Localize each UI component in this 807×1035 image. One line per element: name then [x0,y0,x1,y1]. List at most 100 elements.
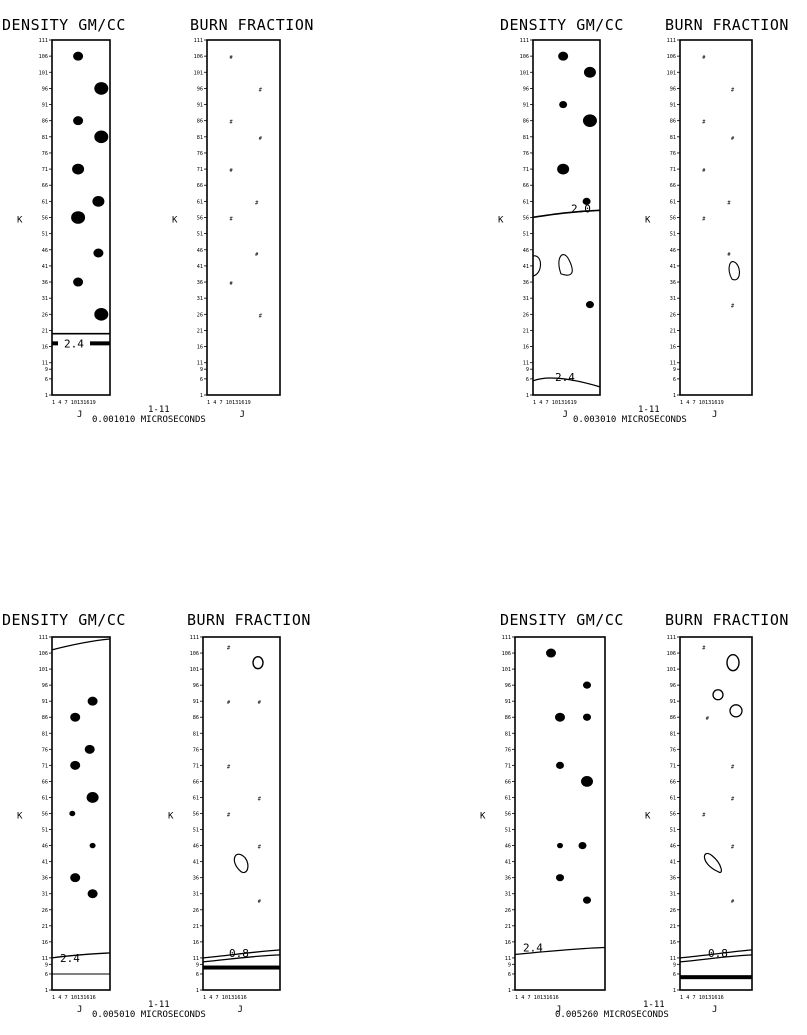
k-axis-label: K [172,216,178,226]
k-tick-label: 56 [670,216,676,222]
k-tick-label: 71 [193,763,199,769]
j-axis-label: J [556,1005,561,1015]
k-tick-label: 56 [197,216,203,222]
k-tick-label: 106 [667,651,676,657]
k-tick-label: 11 [197,361,203,367]
burn-marker: # [702,55,706,61]
k-tick-label: 16 [670,345,676,351]
density-contour-loop [558,254,573,276]
k-tick-label: 101 [190,667,199,673]
k-tick-label: 1 [45,988,48,994]
k-tick-label: 36 [42,876,48,882]
density-contour-line [514,946,606,956]
density-title: DENSITY GM/CC [2,16,126,34]
k-tick-label: 91 [670,103,676,109]
k-tick-label: 9 [673,962,676,968]
k-axis-label: K [17,812,23,822]
k-tick-label: 56 [42,216,48,222]
k-tick-label: 91 [197,103,203,109]
k-tick-label: 16 [42,345,48,351]
k-tick-label: 61 [523,199,529,205]
j-axis-label: J [77,1005,82,1015]
index-label: 1-11 [148,1000,170,1010]
k-tick-label: 41 [670,860,676,866]
k-tick-label: 111 [520,38,529,44]
density-contour-label: 2.0 [571,202,591,215]
k-tick-label: 9 [45,962,48,968]
burn-marker: # [255,252,259,258]
k-tick-label: 66 [523,183,529,189]
k-tick-label: 81 [670,731,676,737]
result-panel: DENSITY GM/CC BURN FRACTION11110610196918… [480,611,788,1020]
k-axis-label: K [645,216,651,226]
density-blob [555,712,565,722]
k-tick-label: 9 [508,962,511,968]
k-tick-label: 71 [523,167,529,173]
burn-marker: # [230,120,234,126]
density-blob [583,681,591,689]
burn-contour-line [679,954,753,963]
k-tick-label: 46 [670,248,676,254]
density-plot-frame [514,636,606,991]
k-tick-label: 6 [673,972,676,978]
k-tick-label: 111 [194,38,203,44]
k-tick-label: 61 [42,795,48,801]
burn-marker: # [259,87,263,93]
j-tick-labels: 1 4 7 10131616 [515,995,559,1001]
k-axis-label: K [498,216,504,226]
burn-marker: # [702,813,706,819]
k-tick-label: 86 [670,119,676,125]
burn-contour-line [202,949,281,959]
burn-marker: # [227,646,231,652]
k-tick-label: 66 [505,779,511,785]
j-tick-labels: 1 4 7 10131616 [680,995,724,1001]
k-tick-label: 36 [523,280,529,286]
k-tick-label: 71 [505,763,511,769]
k-tick-label: 31 [505,892,511,898]
j-tick-labels: 1 4 7 10131619 [52,400,96,406]
k-tick-label: 106 [39,651,48,657]
density-blob [73,116,84,126]
k-tick-label: 96 [505,683,511,689]
k-tick-label: 86 [193,715,199,721]
k-tick-label: 41 [193,860,199,866]
density-blob [73,277,84,287]
k-tick-label: 9 [526,367,529,373]
burn-contour-loop [712,689,724,701]
density-blob [87,889,98,899]
k-tick-label: 56 [670,812,676,818]
burn-marker: # [727,200,731,206]
k-tick-label: 1 [200,393,203,399]
k-tick-label: 71 [197,167,203,173]
density-blob [546,648,556,658]
k-tick-label: 16 [42,940,48,946]
density-blob [556,761,564,769]
k-tick-label: 51 [197,232,203,238]
k-tick-label: 11 [670,361,676,367]
burn-plot: 1111061019691868176716661565146413631262… [645,635,753,1015]
k-tick-label: 31 [42,296,48,302]
k-tick-label: 76 [42,747,48,753]
burn-title: BURN FRACTION [187,611,311,629]
k-tick-label: 46 [42,248,48,254]
density-contour-label: 2.4 [523,941,543,954]
density-blob [583,896,591,904]
k-tick-label: 1 [673,988,676,994]
burn-marker: # [230,55,234,61]
k-tick-label: 71 [670,763,676,769]
k-axis-label: K [17,216,23,226]
j-axis-label: J [712,410,717,420]
k-tick-label: 66 [42,183,48,189]
burn-marker: # [702,168,706,174]
burn-plot: 1111061019691868176716661565146413631262… [172,38,281,420]
burn-marker: # [230,281,234,287]
k-tick-label: 61 [670,199,676,205]
burn-marker: # [259,313,263,319]
k-tick-label: 46 [505,844,511,850]
burn-marker: # [255,200,259,206]
k-tick-label: 41 [505,860,511,866]
k-tick-label: 51 [42,232,48,238]
burn-plot: 1111061019691868176716661565146413631262… [645,38,753,420]
j-tick-labels: 1 4 7 10131616 [203,995,247,1001]
